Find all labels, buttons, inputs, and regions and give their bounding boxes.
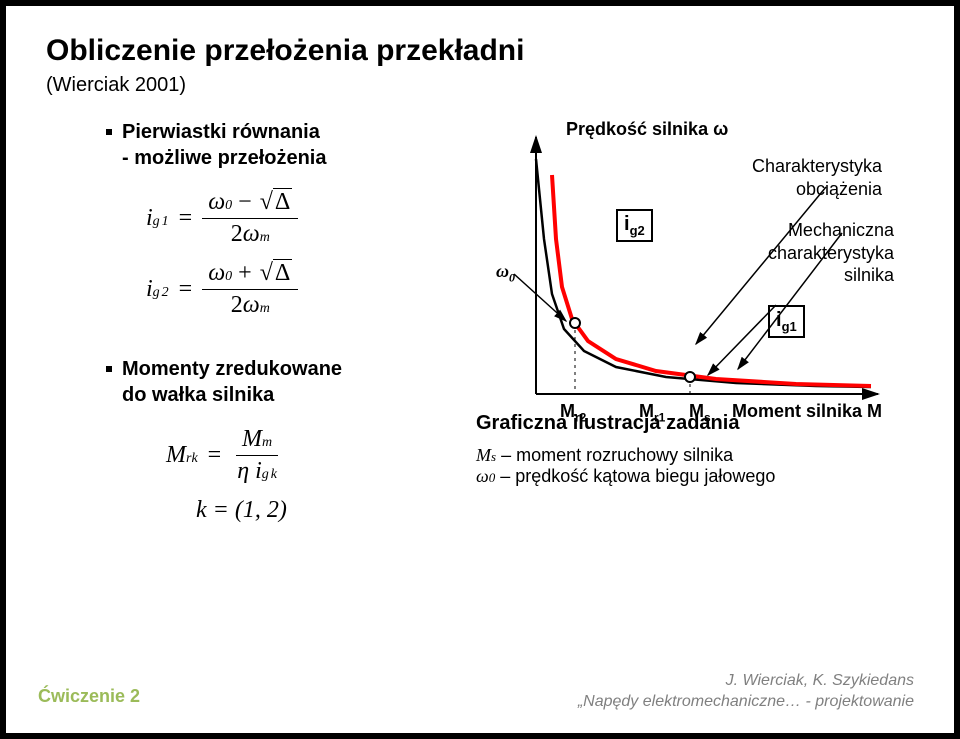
dashed-lines [575, 323, 690, 394]
eq1-lhs: ig1 [146, 205, 169, 232]
bullet1-line1: Pierwiastki równania [122, 121, 320, 143]
eq3-den: η igk [231, 456, 283, 485]
eq1-num: ω0 − Δ [202, 189, 298, 219]
bullet-roots: Pierwiastki równania - możliwe przełożen… [106, 119, 446, 171]
load-characteristic-label: Charakterystyka obciążenia [722, 155, 882, 200]
x-axis-title: Moment silnika M [732, 401, 882, 422]
footer-exercise: Ćwiczenie 2 [38, 686, 140, 707]
page-subtitle: (Wierciak 2001) [46, 74, 914, 97]
eq-ig2: ig2 = ω0 + Δ 2ωm [146, 260, 446, 319]
sqrt-icon: Δ [258, 260, 293, 287]
motor-characteristic-label: Mechaniczna charakterystyka silnika [734, 219, 894, 287]
equations-ig: ig1 = ω0 − Δ 2ωm [106, 189, 446, 319]
legend-ms: Ms – moment rozruchowy silnika [476, 445, 914, 466]
bullet1-line2: - możliwe przełożenia [122, 147, 326, 169]
eq2-equals: = [179, 276, 193, 303]
sqrt-icon: Δ [258, 189, 293, 216]
eq-mrk: Mrk = Mm η igk [166, 426, 446, 485]
eq2-num: ω0 + Δ [202, 260, 298, 290]
equations-mrk: Mrk = Mm η igk k = (1, 2) [106, 426, 446, 524]
bullet-roots-text: Pierwiastki równania - możliwe przełożen… [122, 119, 326, 171]
eq2-frac: ω0 + Δ 2ωm [202, 260, 298, 319]
x-label-mr2: Mr2 [560, 401, 586, 425]
footer-authors: J. Wierciak, K. Szykiedans „Napędy elekt… [578, 671, 914, 713]
right-column: Prędkość silnika ω ω0 ig2 ig1 Charaktery… [476, 119, 914, 331]
eq1-den: 2ωm [225, 219, 276, 248]
eq3-frac: Mm η igk [231, 426, 283, 485]
bullet-moments-text: Momenty zredukowane do wałka silnika [122, 356, 342, 408]
page-title: Obliczenie przełożenia przekładni [46, 34, 914, 68]
eq-k12: k = (1, 2) [196, 497, 446, 524]
bullet-dot-icon [106, 129, 112, 135]
eq3-num: Mm [236, 426, 278, 456]
ig2-box: ig2 [616, 209, 653, 242]
eq3-equals: = [208, 442, 222, 469]
eq2-den: 2ωm [225, 290, 276, 319]
omega0-label: ω0 [496, 261, 515, 286]
eq1-frac: ω0 − Δ 2ωm [202, 189, 298, 248]
eq-ig1: ig1 = ω0 − Δ 2ωm [146, 189, 446, 248]
y-axis-label: Prędkość silnika ω [566, 119, 728, 140]
eq3-lhs: Mrk [166, 442, 198, 469]
x-label-ms: Ms [689, 401, 711, 425]
eq2-lhs: ig2 [146, 276, 169, 303]
x-label-mr1: Mr1 [639, 401, 665, 425]
eq1-equals: = [179, 205, 193, 232]
bullet-moments: Momenty zredukowane do wałka silnika [106, 356, 446, 408]
legend-omega0: ω0 – prędkość kątowa biegu jałowego [476, 466, 914, 487]
left-column-2: Momenty zredukowane do wałka silnika Mrk… [46, 356, 446, 536]
ig1-box: ig1 [768, 305, 805, 338]
bullet-dot-icon [106, 366, 112, 372]
top-columns: Pierwiastki równania - możliwe przełożen… [46, 119, 914, 331]
left-column: Pierwiastki równania - możliwe przełożen… [46, 119, 446, 331]
characteristic-chart: Prędkość silnika ω ω0 ig2 ig1 Charaktery… [476, 119, 896, 429]
slide: Obliczenie przełożenia przekładni (Wierc… [0, 0, 960, 739]
